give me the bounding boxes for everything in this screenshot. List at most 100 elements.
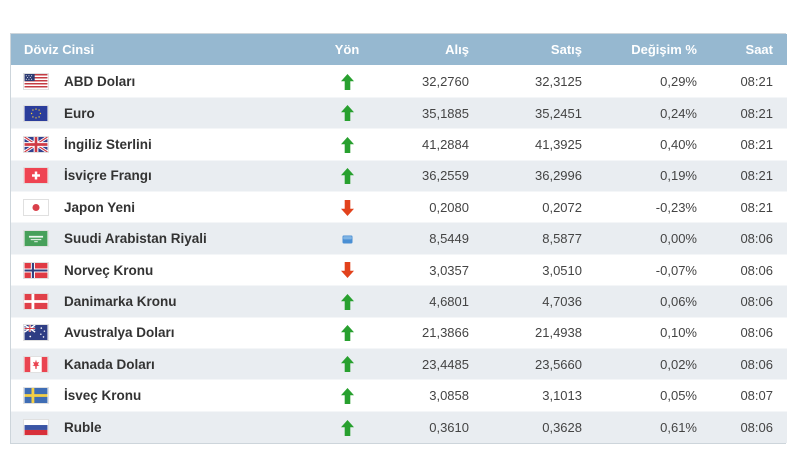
table-row: İngiliz Sterlini 41,2884 41,3925 0,40% 08:21 [11,128,787,161]
column-header-buy: Alış [383,34,483,67]
buy-value: 23,4485 [383,348,483,380]
sell-value: 0,3628 [483,410,596,443]
buy-value: 8,5449 [383,222,483,255]
currency-name: Ruble [64,419,102,435]
change-value: -0,23% [596,191,711,223]
change-value: -0,07% [596,253,711,286]
sell-value: 23,5660 [483,348,596,380]
currency-rates-widget: Döviz Cinsi Yön Alış Satış Değişim % Saa… [10,33,787,444]
up-arrow-icon [340,74,354,91]
flag-no-icon [23,261,49,279]
time-value: 08:06 [711,253,787,286]
flag-dk-icon [23,292,49,310]
column-header-sell: Satış [483,34,596,67]
time-value: 08:21 [740,74,773,90]
direction-cell [311,316,383,349]
direction-cell [311,128,383,161]
column-header-currency: Döviz Cinsi [11,34,311,67]
down-arrow-icon [340,262,354,279]
change-value: 0,29% [660,74,697,90]
up-arrow-icon [340,419,354,436]
time-value: 08:21 [711,96,787,129]
time-value: 08:21 [711,159,787,192]
time-value: 08:07 [711,379,787,412]
up-arrow-icon [340,387,354,404]
direction-cell [311,253,383,286]
time-value: 08:06 [711,316,787,349]
change-value: 0,00% [596,222,711,255]
change-value: 0,05% [596,379,711,412]
currency-name: İsviçre Frangı [64,168,152,184]
table-row: Kanada Doları 23,4485 23,5660 0,02% 08:06 [11,348,787,380]
direction-cell [311,96,383,129]
currency-name: ABD Doları [64,74,136,90]
flag-au-icon [23,324,49,342]
table-row: İsviçre Frangı 36,2559 36,2996 0,19% 08:21 [11,159,787,192]
currency-cell: İngiliz Sterlini [11,128,311,161]
currency-cell: Suudi Arabistan Riyali [11,222,311,255]
column-header-direction: Yön [311,34,383,67]
currency-name: Suudi Arabistan Riyali [64,231,207,247]
time-value: 08:06 [711,285,787,318]
direction-cell [311,222,383,255]
change-value: 0,40% [596,128,711,161]
up-arrow-icon [340,325,354,342]
buy-value: 35,1885 [383,96,483,129]
table-row: Suudi Arabistan Riyali 8,5449 8,5877 0,00% 0… [11,222,787,255]
up-arrow-icon [340,168,354,185]
buy-value: 21,3866 [383,316,483,349]
direction-cell [311,379,383,412]
currency-name: Avustralya Doları [64,325,175,341]
currency-name: Danimarka Kronu [64,293,177,309]
table-row: Japon Yeni 0,2080 0,2072 -0,23% 08:21 [11,191,787,223]
column-header-time: Saat [711,34,787,67]
flag-eu-icon [23,104,49,122]
change-value: 0,61% [596,410,711,443]
flag-gb-icon [23,136,49,153]
currency-name: Euro [64,105,95,121]
change-value: 0,06% [596,285,711,318]
up-arrow-icon [340,356,354,373]
up-arrow-icon [340,136,354,153]
change-value: 0,02% [596,348,711,380]
buy-value: 36,2559 [383,159,483,192]
currency-name: Norveç Kronu [64,262,154,278]
up-arrow-icon [340,293,354,310]
change-value: 0,19% [596,159,711,192]
currency-cell: Avustralya Doları [11,316,311,349]
buy-value: 0,3610 [383,410,483,443]
sell-value: 3,1013 [483,379,596,412]
change-value: 0,24% [596,96,711,129]
sell-value: 36,2996 [483,159,596,192]
table-row: İsveç Kronu 3,0858 3,1013 0,05% 08:07 [11,379,787,412]
sell-value: 41,3925 [483,128,596,161]
flag-us-icon [23,73,49,91]
buy-value: 0,2080 [383,191,483,223]
currency-cell: Kanada Doları [11,348,311,380]
table-header: Döviz Cinsi Yön Alış Satış Değişim % Saa… [11,34,787,67]
currency-cell: ABD Doları [11,66,311,97]
direction-cell [311,410,383,443]
flat-icon [342,235,353,244]
buy-value: 41,2884 [383,128,483,161]
buy-value: 4,6801 [383,285,483,318]
up-arrow-icon [340,105,354,122]
sell-value: 35,2451 [483,96,596,129]
direction-cell [311,285,383,318]
column-header-change: Değişim % [596,34,711,67]
time-value: 08:21 [711,128,787,161]
time-value: 08:06 [711,348,787,380]
currency-cell: İsviçre Frangı [11,159,311,192]
time-value: 08:06 [711,222,787,255]
currency-rates-table: Döviz Cinsi Yön Alış Satış Değişim % Saa… [11,34,787,443]
currency-cell: Japon Yeni [11,191,311,223]
buy-value: 3,0357 [383,253,483,286]
rates-table-body: ABD Doları 32,2760 32,3125 0,29% 08:21 Euro 35… [11,66,787,443]
sell-value: 32,3125 [535,74,582,90]
flag-sa-icon [23,230,49,248]
direction-cell [311,159,383,192]
currency-cell: Euro [11,96,311,129]
table-row: Euro 35,1885 35,2451 0,24% 08:21 [11,96,787,129]
table-row: Ruble 0,3610 0,3628 0,61% 08:06 [11,410,787,443]
direction-cell [311,191,383,223]
